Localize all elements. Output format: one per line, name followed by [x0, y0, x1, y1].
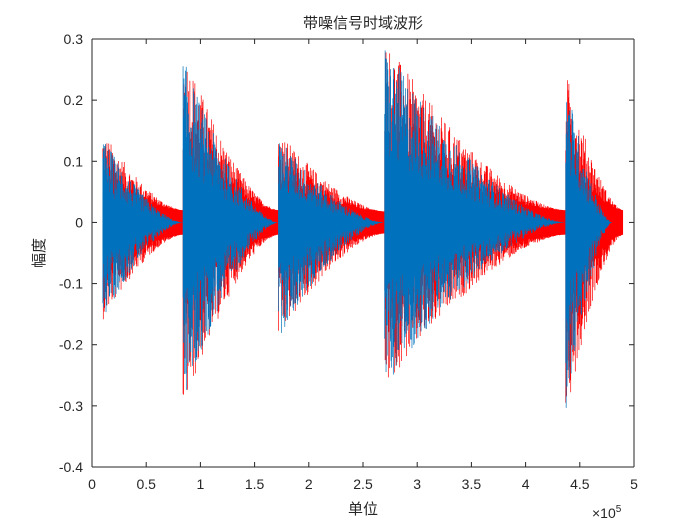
y-tick-label: 0	[75, 214, 83, 230]
y-tick-label: -0.4	[59, 459, 83, 475]
plot-area	[92, 39, 634, 467]
x-tick-label: 2	[305, 476, 313, 492]
x-tick-label: 0.5	[136, 476, 156, 492]
x-tick-label: 4	[522, 476, 530, 492]
y-tick-label: 0.1	[64, 153, 84, 169]
series-signal	[102, 50, 613, 408]
x-axis-label: 单位	[348, 500, 378, 518]
x-tick-label: 5	[630, 476, 638, 492]
x-axis-exponent-base: ×10	[592, 505, 616, 521]
y-tick-label: -0.2	[59, 337, 83, 353]
x-axis-exponent-power: 5	[616, 504, 622, 515]
signal-waveform-line	[102, 50, 613, 408]
y-tick-label: 0.2	[64, 92, 84, 108]
x-tick-label: 4.5	[570, 476, 590, 492]
x-tick-label: 1	[197, 476, 205, 492]
x-tick-label: 0	[88, 476, 96, 492]
chart-title: 带噪信号时域波形	[303, 14, 423, 32]
y-tick-label: -0.3	[59, 398, 83, 414]
y-ticks: -0.4 -0.3 -0.2 -0.1 0 0.1 0.2 0.3	[59, 31, 634, 475]
x-tick-label: 2.5	[353, 476, 373, 492]
axes-frame	[91, 38, 635, 468]
x-ticks: 0 0.5 1 1.5 2 2.5 3 3.5 4 4.5 5	[88, 39, 638, 492]
x-tick-label: 1.5	[245, 476, 265, 492]
y-axis-label: 幅度	[30, 238, 48, 268]
x-tick-label: 3.5	[462, 476, 482, 492]
y-tick-label: 0.3	[64, 31, 84, 47]
x-tick-label: 3	[413, 476, 421, 492]
x-axis-exponent: ×105	[592, 504, 622, 521]
series-layer	[102, 50, 624, 408]
y-tick-label: -0.1	[59, 276, 83, 292]
